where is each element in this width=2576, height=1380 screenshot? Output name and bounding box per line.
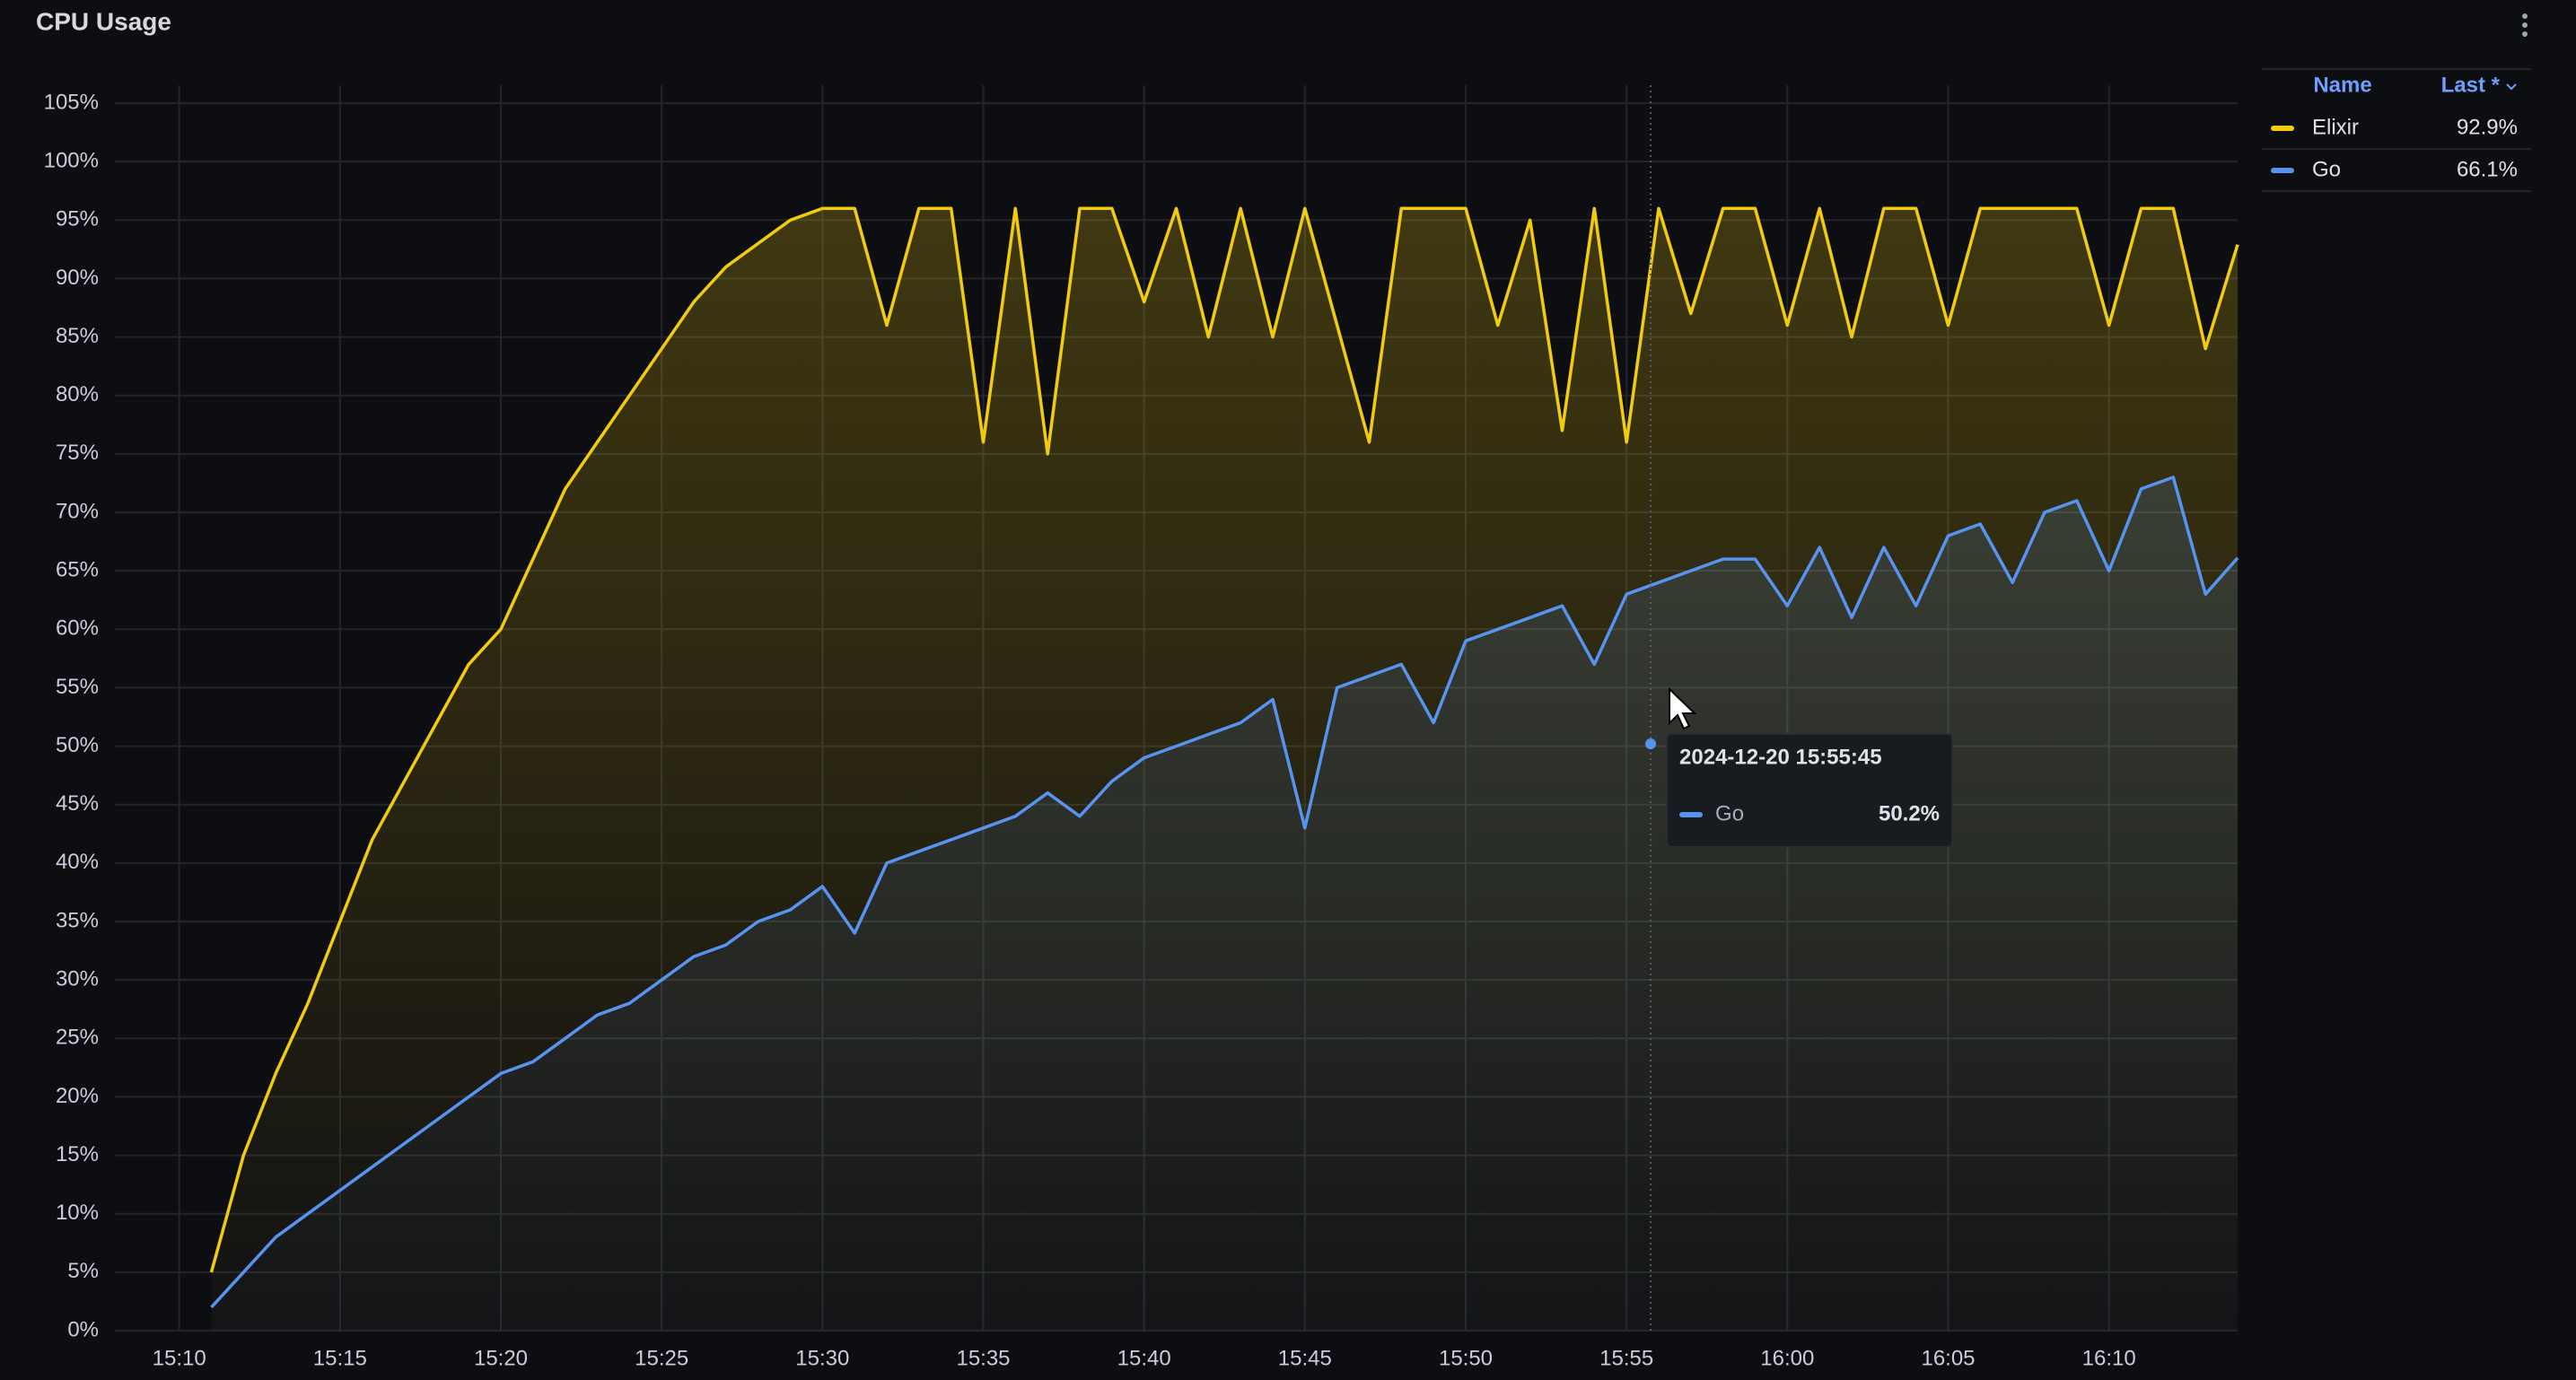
y-tick-label: 40% — [56, 850, 99, 874]
plot-area — [115, 85, 2239, 1332]
panel-title: CPU Usage — [36, 7, 171, 35]
legend-rule — [2262, 148, 2531, 150]
legend-label: Go — [2312, 157, 2341, 181]
x-tick-label: 15:20 — [474, 1346, 528, 1370]
x-tick-label: 15:10 — [153, 1346, 206, 1370]
x-tick-label: 16:00 — [1760, 1346, 1814, 1370]
x-tick-label: 15:15 — [313, 1346, 367, 1370]
tooltip-box — [1666, 733, 1954, 848]
x-tick-label: 15:40 — [1117, 1346, 1171, 1370]
y-tick-label: 5% — [67, 1259, 99, 1283]
x-tick-label: 15:50 — [1439, 1346, 1493, 1370]
x-tick-label: 15:25 — [635, 1346, 688, 1370]
y-tick-label: 0% — [67, 1317, 99, 1341]
x-tick-label: 15:55 — [1599, 1346, 1653, 1370]
y-tick-label: 25% — [56, 1026, 99, 1050]
series-line — [209, 206, 2239, 1273]
x-tick-label: 15:35 — [956, 1346, 1010, 1370]
y-tick-label: 85% — [56, 324, 99, 348]
y-tick-label: 80% — [56, 382, 99, 406]
y-tick-label: 30% — [56, 966, 99, 991]
legend-label: Elixir — [2312, 115, 2359, 139]
x-tick-label: 15:45 — [1278, 1346, 1332, 1370]
y-tick-label: 35% — [56, 908, 99, 932]
y-tick-label: 45% — [56, 791, 99, 816]
tooltip-swatch — [1679, 812, 1704, 817]
legend-value: 66.1% — [2457, 157, 2518, 181]
y-tick-label: 105% — [44, 90, 99, 114]
tooltip-time: 2024-12-20 15:55:45 — [1679, 745, 1882, 769]
y-tick-label: 70% — [56, 499, 99, 523]
legend-header-value[interactable]: Last * — [2441, 73, 2501, 97]
y-tick-label: 55% — [56, 675, 99, 699]
y-tick-label: 50% — [56, 733, 99, 757]
y-tick-label: 95% — [56, 207, 99, 231]
legend-swatch — [2271, 168, 2294, 173]
series-line — [210, 476, 2239, 1309]
y-tick-label: 90% — [56, 266, 99, 290]
y-tick-label: 100% — [44, 148, 99, 172]
x-tick-label: 16:05 — [1921, 1346, 1975, 1370]
tooltip-series: Go — [1715, 801, 1744, 825]
legend-header-name[interactable]: Name — [2313, 73, 2371, 97]
y-tick-label: 65% — [56, 557, 99, 581]
y-tick-label: 10% — [56, 1201, 99, 1225]
sort-chevron — [2506, 83, 2517, 91]
legend-swatch — [2271, 126, 2294, 131]
y-tick-label: 60% — [56, 616, 99, 641]
legend-rule — [2262, 190, 2531, 192]
tooltip-point — [1645, 738, 1657, 749]
tooltip-value: 50.2% — [1879, 801, 1940, 825]
y-tick-label: 75% — [56, 441, 99, 465]
series-area — [211, 476, 2238, 1331]
y-tick-label: 15% — [56, 1142, 99, 1166]
legend-rule — [2262, 68, 2531, 70]
x-tick-label: 15:30 — [795, 1346, 849, 1370]
x-tick-label: 16:10 — [2082, 1346, 2136, 1370]
cursor — [1669, 686, 1697, 730]
y-tick-label: 20% — [56, 1084, 99, 1108]
legend-value: 92.9% — [2457, 115, 2518, 139]
menu-icon[interactable] — [2522, 13, 2528, 37]
